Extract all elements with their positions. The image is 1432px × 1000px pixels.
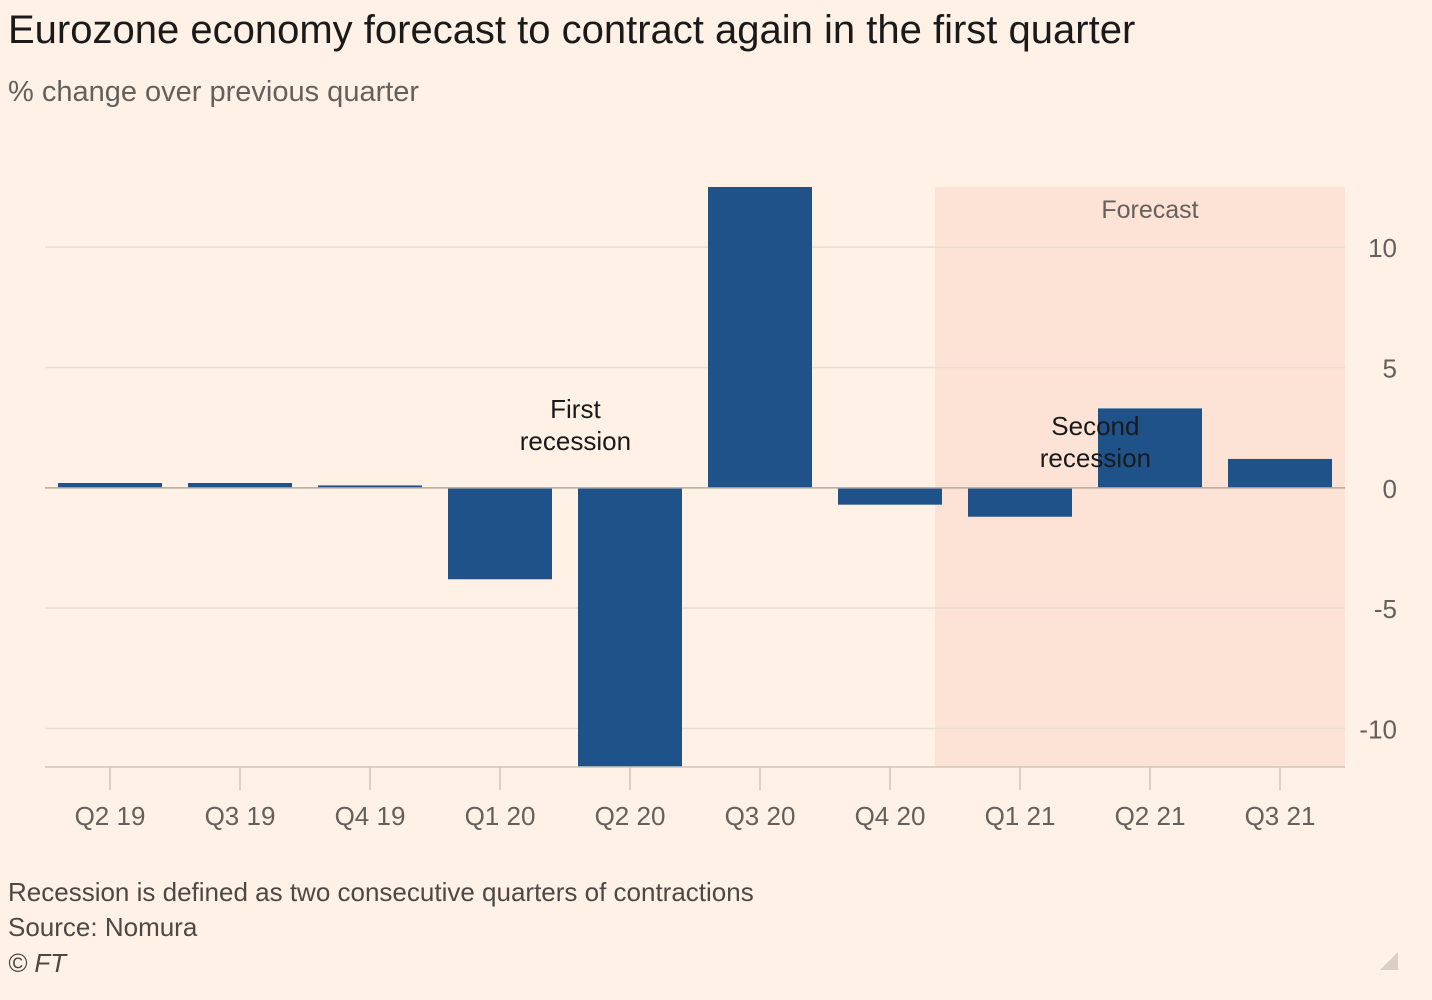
bar [188,483,292,488]
bar [318,485,422,488]
chart-subtitle: % change over previous quarter [8,76,420,108]
y-tick-label: -10 [1359,714,1397,744]
source-text: Source: Nomura [8,912,198,942]
bar [448,487,552,580]
x-tick-label: Q4 20 [855,801,926,831]
x-tick-label: Q2 19 [75,801,146,831]
bar-chart: Forecast 10 5 0 -5 -10 Q2 19 Q3 19 Q4 19 Q1 20 Q2 … [45,187,1397,831]
bar [838,487,942,505]
bar [968,487,1072,517]
annotation-label: First [550,394,601,424]
y-tick-label: 0 [1383,474,1397,504]
footnote: Recession is defined as two consecutive … [8,877,754,907]
copyright: © FT [8,948,67,978]
x-tick-label: Q2 20 [595,801,666,831]
annotation-label: Second [1051,411,1139,441]
x-tick-label: Q3 20 [725,801,796,831]
x-tick-label: Q1 21 [985,801,1056,831]
annotation-label: recession [520,426,631,456]
x-tick-label: Q4 19 [335,801,406,831]
x-tick-label: Q1 20 [465,801,536,831]
bar [58,483,162,488]
x-tick-label: Q3 19 [205,801,276,831]
annotation-label: recession [1040,443,1151,473]
x-tick-label: Q2 21 [1115,801,1186,831]
x-tick-label: Q3 21 [1245,801,1316,831]
chart-title: Eurozone economy forecast to contract ag… [8,8,1136,52]
y-tick-label: -5 [1374,594,1397,624]
y-tick-label: 5 [1383,353,1397,383]
forecast-label: Forecast [1101,196,1198,224]
bar [578,487,682,767]
resize-handle-icon[interactable] [1380,952,1398,970]
y-tick-label: 10 [1368,233,1397,263]
bar [708,187,812,488]
bar [1098,408,1202,488]
bar [1228,458,1332,488]
